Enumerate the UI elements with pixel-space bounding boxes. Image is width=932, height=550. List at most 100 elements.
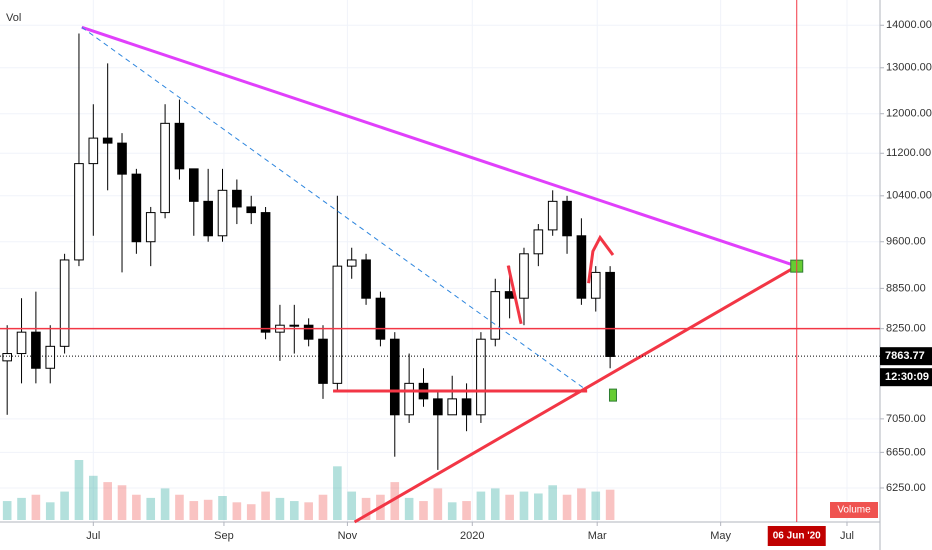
volume-bar (548, 485, 557, 520)
y-tick-label: 14000.00 (886, 19, 932, 31)
volume-bar (404, 497, 414, 520)
volume-bar (605, 489, 615, 520)
volume-bar (390, 482, 400, 520)
volume-bar (577, 488, 586, 520)
volume-bar (31, 494, 41, 520)
volume-bar (45, 502, 55, 520)
volume-bar (17, 497, 26, 520)
volume-bar (246, 504, 256, 520)
candle-body (160, 122, 170, 214)
trend-line (353, 264, 798, 524)
candle-body (433, 398, 443, 416)
candle-body (562, 200, 572, 237)
candle-body (74, 163, 84, 261)
volume-label: Vol (6, 12, 21, 24)
candle-body (576, 235, 587, 299)
volume-bar (519, 491, 529, 520)
volume-bar (304, 502, 313, 520)
candle-body (188, 168, 199, 202)
volume-bar (261, 491, 270, 520)
countdown: 12:30:09 (885, 371, 929, 383)
trend-line (506, 265, 523, 325)
candle-body (605, 271, 615, 357)
x-tick-label: May (710, 530, 731, 542)
y-tick-label: 6250.00 (886, 482, 926, 494)
volume-bar (447, 502, 457, 520)
last-price-label: 7863.77 (885, 350, 925, 362)
volume-bar (562, 494, 572, 520)
candle-body (45, 345, 56, 369)
candle-body (318, 338, 328, 384)
volume-legend-box (830, 502, 878, 518)
candle-body (232, 189, 242, 208)
candle-body (303, 324, 314, 340)
volume-bar (534, 493, 543, 520)
crosshair-date-box (767, 526, 826, 546)
volume-bar (175, 494, 184, 520)
anchor-point (608, 388, 617, 402)
candle-body (102, 137, 113, 144)
volume-legend: Volume (837, 505, 871, 516)
volume-bar (232, 502, 242, 520)
candle-body (88, 137, 99, 165)
candle-body (447, 398, 458, 416)
candle-body (59, 259, 70, 347)
candle-body (117, 142, 127, 175)
y-tick-label: 7050.00 (886, 413, 926, 425)
candle-body (346, 259, 357, 267)
volume-bar (476, 491, 486, 520)
candle-body (476, 338, 486, 416)
candle-body (490, 291, 501, 340)
candle-body (217, 189, 228, 237)
volume-bar (2, 501, 12, 520)
trend-line (81, 25, 798, 268)
volume-bar (490, 488, 500, 520)
countdown-box (880, 368, 932, 387)
candle-body (361, 259, 371, 299)
candle-body (389, 338, 400, 416)
volume-bar (591, 491, 601, 520)
y-tick-label: 13000.00 (886, 62, 932, 74)
candle-body (246, 206, 257, 214)
y-tick-label: 11200.00 (886, 147, 931, 159)
candle-body (2, 353, 12, 362)
volume-bar (189, 501, 199, 520)
trend-line (587, 234, 615, 284)
last-price-box (880, 347, 932, 366)
candle-body (203, 200, 213, 237)
volume-bar (361, 497, 371, 520)
x-tick-label: Jul (840, 530, 854, 542)
volume-bar (132, 494, 141, 520)
volume-bar (419, 501, 428, 520)
volume-bar (103, 482, 112, 520)
candle-body (174, 122, 185, 170)
candle-body (504, 291, 515, 299)
volume-bar (433, 488, 443, 520)
volume-bar (505, 494, 514, 520)
volume-bar (117, 485, 127, 520)
candle-body (145, 212, 156, 243)
candle-body (260, 212, 271, 333)
crosshair-date: 06 Jun '20 (773, 531, 821, 542)
x-tick-label: Jul (86, 530, 100, 542)
candle-body (289, 324, 300, 327)
candle-body (31, 331, 41, 369)
volume-bar (89, 475, 98, 520)
candle-body (404, 382, 414, 416)
x-tick-label: Sep (214, 530, 234, 542)
volume-bar (333, 466, 342, 520)
volume-bar (347, 491, 357, 520)
volume-bar (462, 501, 471, 520)
candle-body (519, 253, 529, 299)
candle-body (533, 229, 544, 255)
volume-bar (318, 494, 328, 520)
x-tick-label: Mar (588, 530, 607, 542)
volume-bar (60, 491, 69, 520)
y-tick-label: 12000.00 (886, 108, 932, 120)
volume-bar (275, 497, 285, 520)
y-tick-label: 8850.00 (886, 282, 926, 294)
candle-body (547, 200, 558, 231)
candle-body (375, 297, 386, 340)
